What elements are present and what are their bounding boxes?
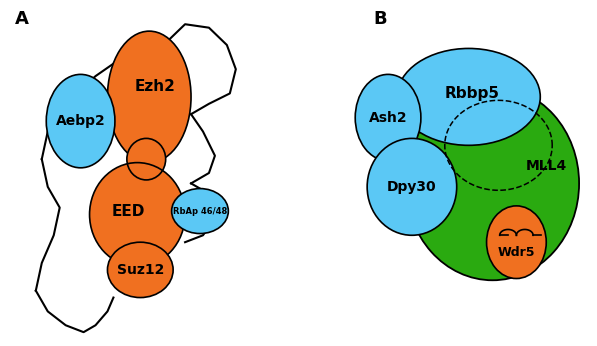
Ellipse shape [487, 206, 546, 279]
Text: Rbbp5: Rbbp5 [444, 86, 499, 101]
Ellipse shape [107, 31, 191, 163]
Text: Wdr5: Wdr5 [498, 246, 535, 259]
Text: Ash2: Ash2 [369, 111, 407, 125]
Ellipse shape [47, 74, 115, 168]
Ellipse shape [90, 163, 185, 266]
Text: Ezh2: Ezh2 [135, 79, 176, 94]
Text: RbAp 46/48: RbAp 46/48 [173, 207, 227, 216]
Text: MLL4: MLL4 [525, 159, 567, 173]
Ellipse shape [107, 242, 173, 298]
Ellipse shape [355, 74, 421, 161]
Ellipse shape [172, 189, 229, 234]
Ellipse shape [367, 138, 457, 235]
Text: A: A [15, 10, 29, 28]
Ellipse shape [406, 86, 579, 280]
Text: B: B [373, 10, 387, 28]
Text: Aebp2: Aebp2 [56, 114, 106, 128]
Text: Suz12: Suz12 [116, 263, 164, 277]
Ellipse shape [127, 138, 165, 180]
Ellipse shape [397, 48, 540, 145]
Text: Dpy30: Dpy30 [387, 180, 437, 194]
Text: EED: EED [112, 203, 145, 219]
